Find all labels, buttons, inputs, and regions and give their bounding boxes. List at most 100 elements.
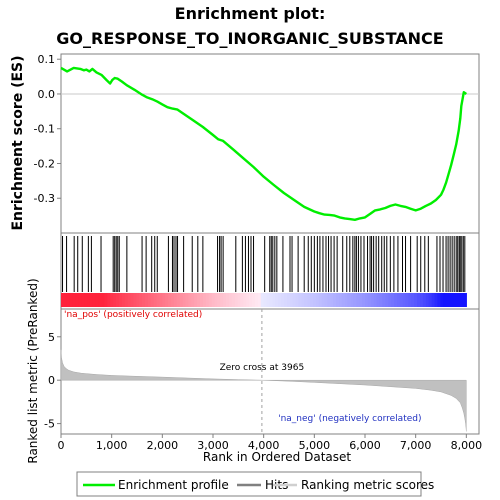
heatmap-cell	[249, 293, 253, 307]
heatmap-cell	[243, 293, 247, 307]
heatmap-cell	[98, 293, 103, 307]
heatmap-cell	[81, 293, 85, 307]
heatmap-cell	[220, 293, 224, 307]
x-tick-label: 7,000	[400, 439, 432, 452]
x-tick-label: 5,000	[299, 439, 331, 452]
heatmap-cell	[84, 293, 88, 307]
metric-ytick-label: -5	[44, 418, 55, 431]
heatmap-cell	[304, 293, 308, 307]
heatmap-cell	[118, 293, 123, 307]
heatmap-cell	[393, 293, 398, 307]
heatmap-cell	[214, 293, 218, 307]
enrichment-profile-line	[60, 66, 468, 222]
heatmap-cell	[185, 293, 189, 307]
heatmap-cell	[124, 293, 129, 307]
heatmap-cell	[199, 293, 204, 307]
heatmap-cell	[208, 293, 213, 307]
heatmap-cell	[223, 293, 227, 307]
heatmap-cell	[414, 293, 418, 307]
heatmap-cell	[246, 293, 250, 307]
es-ytick-label: -0.3	[34, 192, 55, 205]
heatmap-cell	[359, 293, 363, 307]
heatmap-cell	[252, 293, 256, 307]
heatmap-cell	[237, 293, 242, 307]
heatmap-cell	[144, 293, 149, 307]
heatmap-cell	[78, 293, 82, 307]
heatmap-cell	[171, 293, 175, 307]
heatmap-cell	[194, 293, 198, 307]
heatmap-cell	[399, 293, 404, 307]
heatmap-cell	[388, 293, 392, 307]
heatmap-cell	[463, 293, 467, 307]
heatmap-cell	[275, 293, 279, 307]
x-tick-label: 1,000	[96, 439, 128, 452]
heatmap-cell	[292, 293, 297, 307]
es-panel	[60, 53, 480, 234]
heatmap-cell	[370, 293, 375, 307]
heatmap-cell	[197, 293, 201, 307]
x-axis-label: Rank in Ordered Dataset	[203, 450, 351, 464]
hits-group	[62, 236, 466, 292]
heatmap-cell	[301, 293, 305, 307]
heatmap-cell	[110, 293, 114, 307]
heatmap-cell	[408, 293, 412, 307]
es-ylabel: Enrichment score (ES)	[10, 55, 26, 230]
heatmap-cell	[179, 293, 184, 307]
heatmap-cell	[272, 293, 276, 307]
x-tick-label: 4,000	[248, 439, 280, 452]
heatmap-cell	[217, 293, 221, 307]
heatmap-cell	[446, 293, 450, 307]
heatmap-cell	[116, 293, 120, 307]
x-tick-label: 3,000	[197, 439, 229, 452]
heatmap-cell	[159, 293, 163, 307]
heatmap-cell	[254, 293, 259, 307]
metric-ylabel: Ranked list metric (PreRanked)	[26, 278, 40, 463]
heatmap-cell	[278, 293, 282, 307]
negative-correlation-label: 'na_neg' (negatively correlated)	[278, 414, 421, 424]
heatmap-cell	[61, 293, 65, 307]
heatmap-cell	[168, 293, 172, 307]
heatmap-cell	[353, 293, 357, 307]
heatmap-cell	[286, 293, 291, 307]
heatmap-cell	[266, 293, 271, 307]
heatmap-cell	[188, 293, 192, 307]
heatmap-cell	[240, 293, 244, 307]
heatmap-cell	[87, 293, 91, 307]
heatmap-cell	[289, 293, 294, 307]
heatmap-cell	[173, 293, 178, 307]
heatmap-cell	[443, 293, 447, 307]
heatmap-cell	[72, 293, 77, 307]
heatmap-cell	[365, 293, 369, 307]
heatmap-cell	[425, 293, 430, 307]
x-tick-label: 0	[58, 439, 65, 452]
positive-correlation-label: 'na_pos' (positively correlated)	[64, 310, 202, 320]
heatmap-cell	[150, 293, 155, 307]
heatmap-cell	[422, 293, 427, 307]
metric-panel	[60, 308, 480, 435]
heatmap-cell	[420, 293, 424, 307]
heatmap-cell	[437, 293, 441, 307]
heatmap-cell	[431, 293, 436, 307]
heatmap-cell	[231, 293, 236, 307]
es-ytick-label: -0.1	[34, 123, 55, 136]
heatmap-cell	[321, 293, 326, 307]
heatmap-cell	[113, 293, 117, 307]
es-ytick-label: 0.0	[38, 88, 56, 101]
heatmap-cell	[107, 293, 111, 307]
es-ytick-label: 0.1	[38, 53, 56, 66]
heatmap-cell	[315, 293, 320, 307]
x-tick-label: 8,000	[451, 439, 483, 452]
heatmap-cell	[127, 293, 132, 307]
metric-ytick-label: 0	[48, 374, 55, 387]
chart-title-line1: Enrichment plot:	[175, 4, 326, 23]
heatmap-cell	[92, 293, 97, 307]
heatmap-cell	[66, 293, 71, 307]
heatmap-cell	[205, 293, 210, 307]
heatmap-cell	[211, 293, 216, 307]
heatmap-cell	[281, 293, 285, 307]
x-tick-label: 6,000	[349, 439, 381, 452]
heatmap-cell	[411, 293, 415, 307]
heatmap-cell	[307, 293, 311, 307]
heatmap-cell	[260, 293, 265, 307]
heatmap-cell	[263, 293, 268, 307]
